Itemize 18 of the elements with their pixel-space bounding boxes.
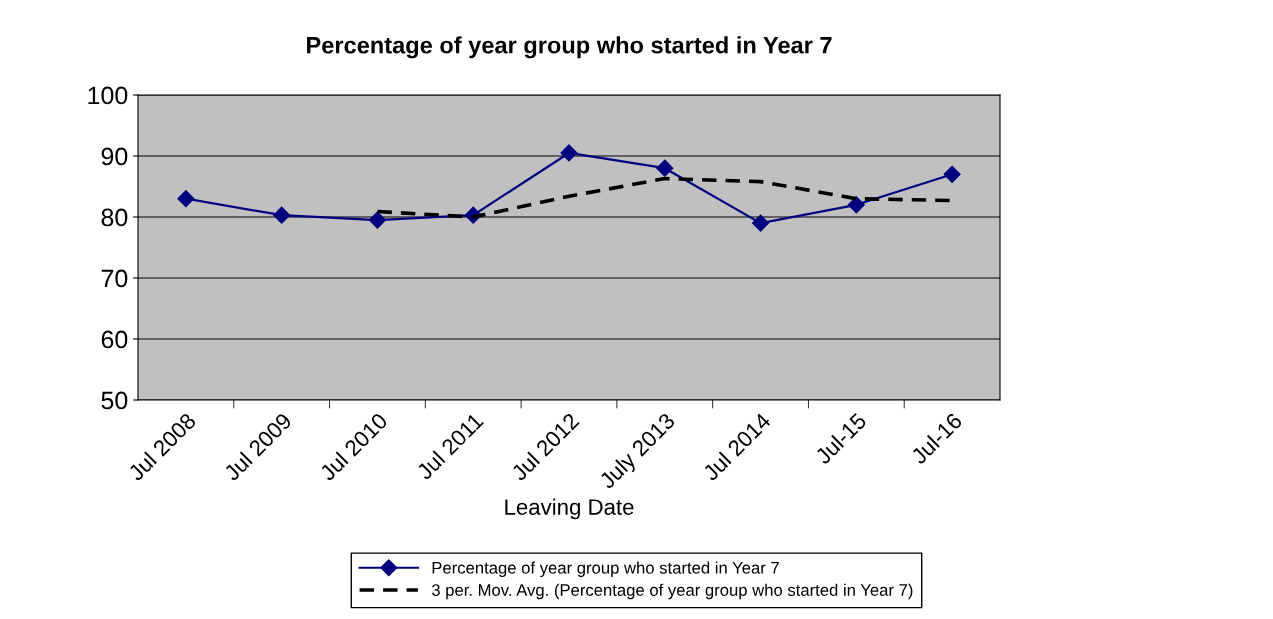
y-tick-label: 60 — [101, 330, 128, 349]
point — [177, 190, 195, 208]
legend-label: 3 per. Mov. Avg. (Percentage of year group who started in Year 7) — [431, 583, 913, 600]
y-tick-label: 90 — [101, 147, 128, 166]
y-tick-label: 70 — [101, 269, 128, 288]
point — [273, 206, 291, 224]
point — [368, 211, 386, 229]
y-tick-label: 50 — [101, 391, 128, 410]
point — [847, 196, 865, 214]
x-axis-title: Leaving Date — [505, 498, 634, 520]
y-tick-label: 100 — [88, 86, 128, 105]
point — [752, 214, 770, 232]
point — [656, 159, 674, 177]
chart-title: Percentage of year group who started in Year 7 — [307, 36, 832, 59]
point — [560, 144, 578, 162]
point — [943, 165, 961, 183]
y-tick-label: 80 — [101, 208, 128, 227]
legend-label: Percentage of year group who started in Year 7 — [432, 561, 779, 578]
